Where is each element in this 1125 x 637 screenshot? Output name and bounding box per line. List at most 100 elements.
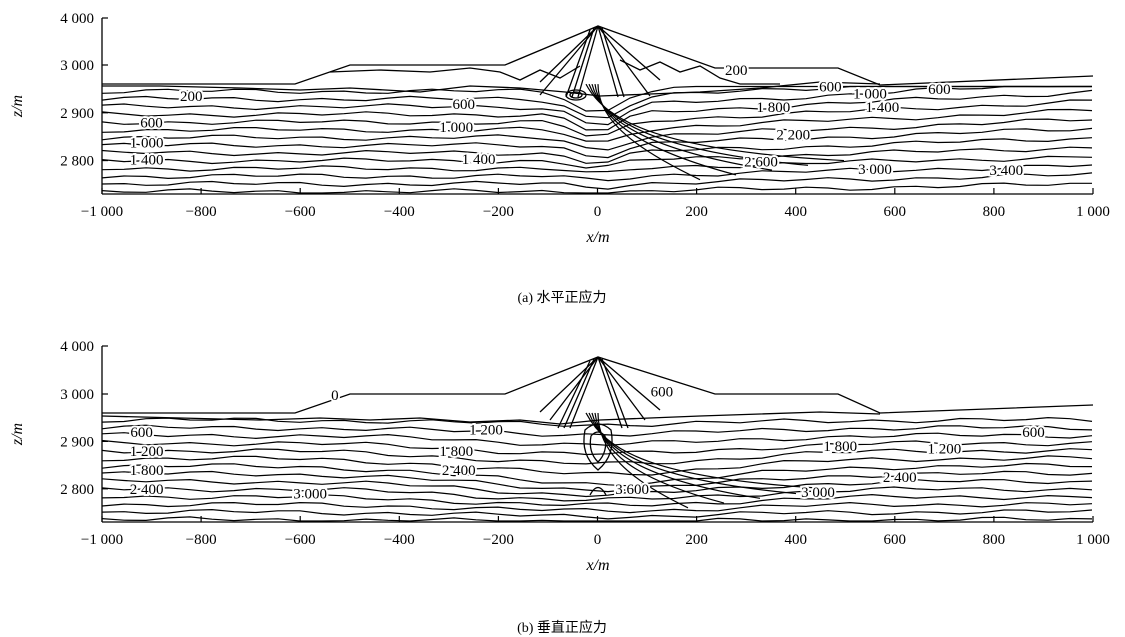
panel-b-contour-label: 1 800 [130, 463, 164, 479]
panel-b-core-left [557, 356, 599, 429]
panel-b-contour-lines [101, 412, 1093, 522]
panel-b-contour-line [101, 448, 1093, 465]
panel-a-core-flare-line [594, 84, 737, 176]
panel-a-contour-line [101, 85, 1092, 126]
panel-b-y-tick-label: 4 000 [60, 339, 94, 355]
panel-b-contour-line [101, 432, 1093, 446]
panel-b-contour-line [101, 486, 1093, 502]
panel-a-contour-line [101, 85, 1092, 119]
panel-b-contour-label: 2 400 [442, 463, 476, 479]
panel-b-x-tick-label: −200 [483, 532, 514, 548]
panel-a-contour-label: 200 [725, 63, 748, 79]
panel-b-contour-label: 1 200 [927, 442, 961, 458]
panel-a-contour-label: 1 400 [462, 152, 496, 168]
panel-b-contour-labels: 0 600 1 200 1 800 2 400 1 200 1 800 2 400 3 000 6… [128, 383, 1047, 505]
panel-a-bulb-inner [569, 91, 583, 99]
panel-a-contour-label: 2 600 [744, 155, 778, 171]
panel-a-rough-band [102, 81, 881, 97]
panel-a-contour-label: 1 800 [757, 100, 791, 116]
panel-b-bulb-inner [589, 431, 607, 463]
panel-a-contour-label: 1 000 [853, 87, 887, 103]
panel-a-x-tick-label: 0 [594, 204, 602, 220]
panel-a-x-tick-label: 800 [983, 204, 1006, 220]
panel-b-y-ticks: 2 800 2 900 3 000 4 000 [60, 339, 108, 498]
panel-a-contour-label: 600 [819, 80, 842, 96]
panel-b-contour-label: 0 [331, 388, 339, 404]
panel-a-x-tick-label: 400 [784, 204, 807, 220]
panel-a-core-flare-line [591, 83, 773, 171]
panel-a-x-ticks: −1 000 −800 −600 −400 −200 0 200 400 600 800 1 000 [81, 188, 1110, 220]
panel-a-contour-line [101, 89, 1093, 131]
panel-a-contour-line [101, 118, 1093, 151]
panel-a-contour-label: 1 000 [130, 135, 164, 151]
panel-a-x-tick-label: −600 [285, 204, 316, 220]
panel-b-contour-line [101, 501, 1093, 514]
panel-a-y-ticks: 2 800 2 900 3 000 4 000 [60, 11, 108, 170]
panel-a-contour-lines [101, 83, 1093, 194]
panel-a-core-right [597, 25, 625, 98]
panel-a-y-tick-label: 4 000 [60, 11, 94, 27]
panel-b-ground-line [102, 356, 1094, 414]
panel-a-contour-label: 1 400 [130, 153, 164, 169]
panel-b-contour-line [101, 478, 1093, 498]
panel-b-x-tick-label: 1 000 [1076, 532, 1110, 548]
panel-b-contour-label: 600 [130, 425, 153, 441]
panel-a-contour-label: 1 000 [439, 120, 473, 136]
panel-a-bulb [565, 89, 587, 101]
panel-b-contour-label: 1 200 [130, 444, 164, 460]
panel-b-y-label: z/m [9, 423, 26, 446]
panel-b-crest-fan [539, 356, 661, 421]
panel-b-contour-label: 3 000 [293, 487, 327, 503]
panel-b-core-right [597, 356, 629, 429]
panel-a-x-tick-label: −200 [483, 204, 514, 220]
panel-b-x-tick-label: −600 [285, 532, 316, 548]
panel-a-contour-label: 600 [928, 82, 951, 98]
panel-a-contour-line [101, 146, 1093, 169]
panel-b-x-ticks: −1 000 −800 −600 −400 −200 0 200 400 600 800 1 000 [81, 516, 1110, 548]
panel-a-contour-label: 3 000 [858, 162, 892, 178]
panel-b-x-tick-label: 400 [784, 532, 807, 548]
panel-b-contour-label: 600 [1022, 425, 1045, 441]
panel-b-core-flare-line [585, 412, 833, 490]
panel-b-contour-label: 2 400 [130, 482, 164, 498]
panel-a-x-tick-label: −400 [384, 204, 415, 220]
panel-b-x-label: x/m [585, 557, 609, 574]
panel-b-contour-label: 600 [651, 385, 674, 401]
panel-b-contour-label: 2 400 [883, 470, 917, 486]
panel-a-contour-label: 1 400 [866, 100, 900, 116]
panel-b-core-flare-line [597, 412, 689, 509]
panel-b-contour-line [101, 493, 1093, 507]
panel-a-y-tick-label: 2 900 [60, 106, 94, 122]
panel-b-contour-label: 3 000 [801, 485, 835, 501]
panel-b-bulb [583, 423, 613, 471]
panel-b-x-tick-label: 800 [983, 532, 1006, 548]
panel-b-x-tick-label: −1 000 [81, 532, 123, 548]
panel-b-y-tick-label: 2 900 [60, 434, 94, 450]
panel-b-small-bump [589, 486, 607, 496]
panel-b-rough-band [101, 411, 881, 425]
panel-b-contour-line [101, 455, 1093, 476]
panel-b-core-flare-line [588, 412, 797, 495]
panel-b-contour-label: 1 200 [469, 423, 503, 439]
panel-a-contour-line [101, 108, 1093, 142]
panel-a-y-tick-label: 3 000 [60, 58, 94, 74]
panel-a-core-flare-line [588, 83, 809, 166]
panel-b-core-flare-line [591, 412, 761, 499]
panel-a-contour-line [101, 155, 1093, 173]
panel-a-y-label: z/m [9, 95, 26, 118]
panel-a-x-label: x/m [585, 229, 609, 246]
panel-b-contour-label: 1 800 [439, 444, 473, 460]
panel-b-dam-outline [101, 356, 1094, 496]
panel-a-x-tick-label: −800 [186, 204, 217, 220]
panel-a-x-tick-label: −1 000 [81, 204, 123, 220]
panel-a-x-tick-label: 200 [685, 204, 708, 220]
panel-b-x-tick-label: −800 [186, 532, 217, 548]
panel-a-core-flare-line [597, 84, 701, 181]
panel-a-contour-line [101, 164, 1093, 182]
panel-a-contour-label: 3 400 [989, 163, 1023, 179]
panel-b-x-tick-label: 200 [685, 532, 708, 548]
panel-a-x-tick-label: 1 000 [1076, 204, 1110, 220]
panel-b-contour-line [101, 439, 1093, 456]
